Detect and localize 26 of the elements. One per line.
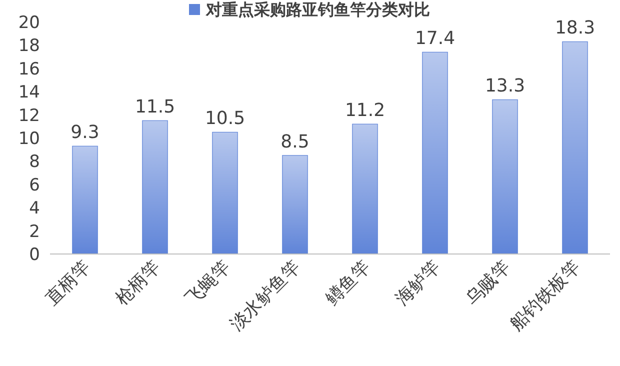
x-tick-label: 乌贼竿 — [462, 256, 515, 310]
y-tick-label: 10 — [18, 129, 40, 149]
x-tick-label: 鳟鱼竿 — [322, 256, 375, 310]
data-label: 11.5 — [134, 96, 176, 118]
legend-label: 对重点采购路亚钓鱼竿分类对比 — [205, 0, 430, 19]
data-label: 9.3 — [70, 122, 100, 144]
y-tick-label: 6 — [29, 175, 40, 196]
y-tick-label: 18 — [18, 36, 40, 56]
y-tick-label: 4 — [29, 198, 40, 219]
x-tick-label: 海鲈竿 — [392, 256, 445, 310]
data-label: 18.3 — [554, 18, 596, 39]
y-tick-label: 0 — [29, 245, 40, 265]
y-tick-label: 20 — [18, 13, 40, 33]
data-label: 13.3 — [484, 76, 526, 97]
y-tick-label: 2 — [29, 222, 40, 242]
y-tick-label: 16 — [18, 59, 40, 80]
x-tick-label: 直柄竿 — [42, 256, 95, 310]
data-label: 17.4 — [414, 28, 456, 50]
data-label: 10.5 — [204, 108, 246, 130]
x-tick-label: 枪柄竿 — [112, 256, 165, 310]
data-label: 11.2 — [344, 100, 386, 122]
y-tick-label: 14 — [18, 82, 40, 103]
data-label: 8.5 — [280, 131, 310, 152]
x-tick-label: 飞蝇竿 — [182, 256, 235, 310]
y-tick-label: 8 — [29, 152, 40, 172]
y-tick-label: 12 — [18, 106, 40, 126]
